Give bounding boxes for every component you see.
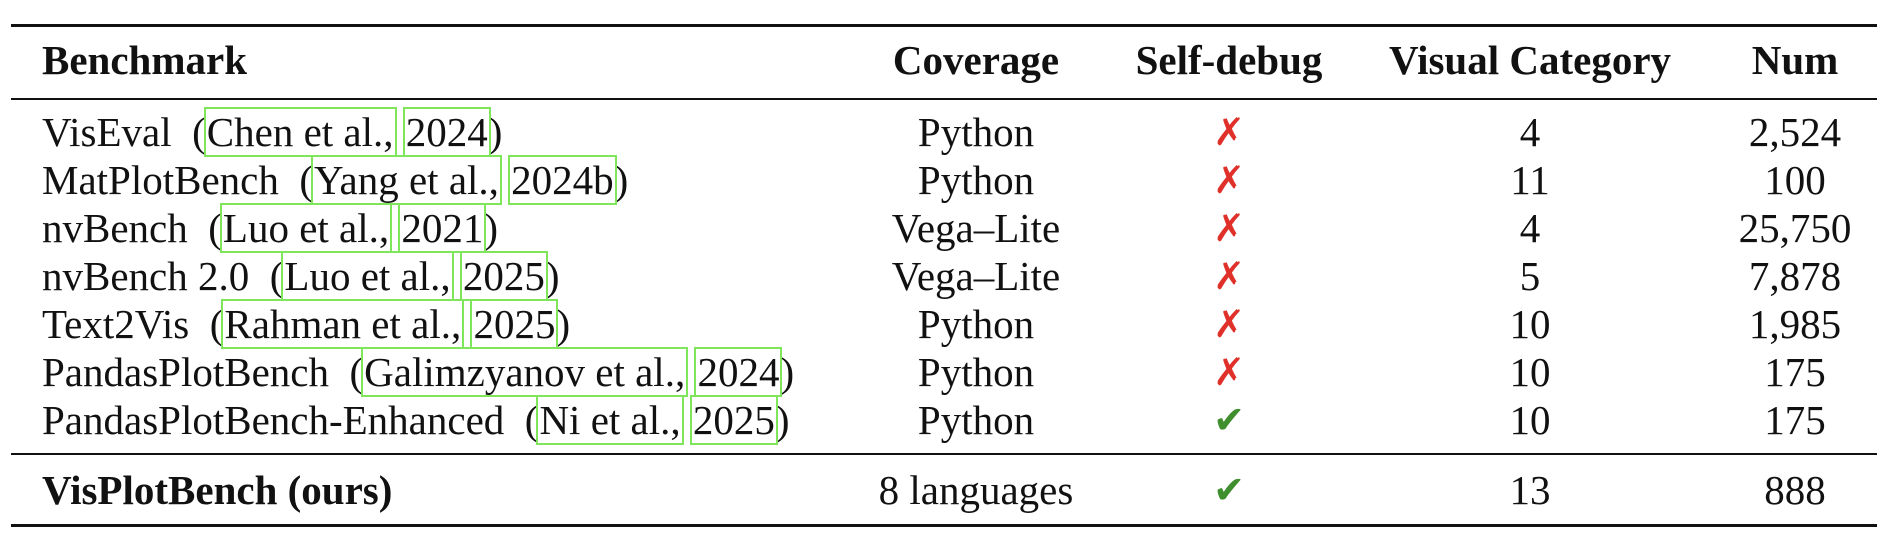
benchmark-name: PandasPlotBench	[42, 349, 329, 395]
header-num: Num	[1751, 37, 1839, 83]
citation-author-link[interactable]: Ni et al.,	[536, 395, 684, 445]
header-self-debug: Self-debug	[1135, 37, 1323, 83]
num-cell: 100	[1764, 157, 1826, 203]
close-paren: )	[775, 397, 790, 443]
benchmark-name: VisEval	[42, 109, 172, 155]
citation-year-link[interactable]: 2025	[470, 299, 559, 349]
benchmark-cell: Text2Vis (Rahman et al., 2025)	[42, 299, 571, 349]
benchmark-name: PandasPlotBench-Enhanced	[42, 397, 505, 443]
header-coverage: Coverage	[892, 37, 1060, 83]
benchmark-cell: VisEval (Chen et al., 2024)	[42, 107, 503, 157]
cross-icon: ✗	[1213, 110, 1245, 154]
check-icon: ✔	[1213, 468, 1245, 512]
visual-category-cell: 10	[1509, 397, 1551, 443]
num-cell: 175	[1764, 397, 1826, 443]
num-cell: 1,985	[1748, 301, 1842, 347]
cross-icon: ✗	[1213, 206, 1245, 250]
header-visual-category: Visual Category	[1388, 37, 1672, 83]
open-paren: (	[349, 349, 364, 395]
open-paren: (	[209, 301, 224, 347]
citation-year-link[interactable]: 2024	[402, 107, 491, 157]
bottom-rule	[11, 524, 1877, 527]
citation-year-link[interactable]: 2024	[694, 347, 783, 397]
close-paren: )	[488, 109, 503, 155]
num-cell: 175	[1764, 349, 1826, 395]
citation-author-link[interactable]: Yang et al.,	[311, 155, 502, 205]
benchmark-name: MatPlotBench	[42, 157, 279, 203]
coverage-cell: Python	[917, 349, 1035, 395]
benchmark-cell: PandasPlotBench (Galimzyanov et al., 202…	[42, 347, 795, 397]
num-cell: 2,524	[1748, 109, 1842, 155]
coverage-cell: Vega–Lite	[891, 205, 1061, 251]
ours-visual-category: 13	[1509, 467, 1551, 513]
coverage-cell: Python	[917, 157, 1035, 203]
cross-icon: ✗	[1213, 254, 1245, 298]
citation-year-link[interactable]: 2021	[398, 203, 487, 253]
benchmark-cell: nvBench (Luo et al., 2021)	[42, 203, 499, 253]
close-paren: )	[545, 253, 560, 299]
close-paren: )	[484, 205, 499, 251]
cross-icon: ✗	[1213, 158, 1245, 202]
coverage-cell: Python	[917, 397, 1035, 443]
cross-icon: ✗	[1213, 302, 1245, 346]
citation-author-link[interactable]: Chen et al.,	[203, 107, 397, 157]
close-paren: )	[556, 301, 571, 347]
coverage-cell: Python	[917, 301, 1035, 347]
header-benchmark: Benchmark	[42, 37, 247, 83]
visual-category-cell: 4	[1519, 205, 1541, 251]
ours-rule	[11, 453, 1877, 455]
open-paren: (	[192, 109, 206, 155]
num-cell: 25,750	[1738, 205, 1852, 251]
citation-author-link[interactable]: Luo et al.,	[219, 203, 393, 253]
citation-author-link[interactable]: Luo et al.,	[281, 251, 454, 301]
visual-category-cell: 5	[1519, 253, 1541, 299]
cross-icon: ✗	[1213, 350, 1245, 394]
close-paren: )	[614, 157, 629, 203]
header-rule	[11, 98, 1877, 100]
citation-author-link[interactable]: Rahman et al.,	[221, 299, 465, 349]
benchmark-name: nvBench	[42, 205, 188, 251]
visual-category-cell: 11	[1510, 157, 1550, 203]
close-paren: )	[780, 349, 795, 395]
ours-num: 888	[1764, 467, 1826, 513]
visual-category-cell: 4	[1519, 109, 1541, 155]
citation-year-link[interactable]: 2025	[689, 395, 778, 445]
visual-category-cell: 10	[1509, 349, 1551, 395]
top-rule	[11, 24, 1877, 27]
num-cell: 7,878	[1748, 253, 1842, 299]
open-paren: (	[208, 205, 222, 251]
benchmark-name: Text2Vis	[42, 301, 190, 347]
open-paren: (	[299, 157, 314, 203]
coverage-cell: Vega–Lite	[891, 253, 1061, 299]
citation-year-link[interactable]: 2024b	[508, 155, 617, 205]
visual-category-cell: 10	[1509, 301, 1551, 347]
benchmark-cell: PandasPlotBench-Enhanced (Ni et al., 202…	[42, 395, 790, 445]
benchmark-cell: nvBench 2.0 (Luo et al., 2025)	[42, 251, 560, 301]
check-icon: ✔	[1213, 398, 1245, 442]
citation-year-link[interactable]: 2025	[459, 251, 548, 301]
benchmark-cell: MatPlotBench (Yang et al., 2024b)	[42, 155, 629, 205]
open-paren: (	[269, 253, 284, 299]
ours-coverage: 8 languages	[878, 467, 1074, 513]
citation-author-link[interactable]: Galimzyanov et al.,	[361, 347, 689, 397]
ours-benchmark-name: VisPlotBench (ours)	[42, 467, 393, 513]
benchmark-name: nvBench 2.0	[42, 253, 250, 299]
coverage-cell: Python	[917, 109, 1035, 155]
open-paren: (	[524, 397, 539, 443]
